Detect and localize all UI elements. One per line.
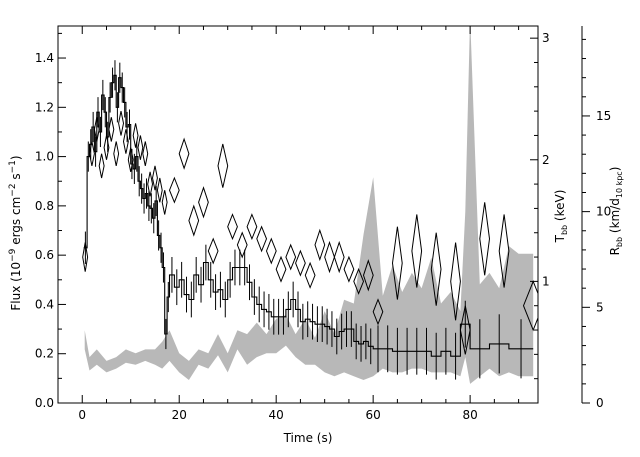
y-temp-tick-label: 1 <box>542 274 550 288</box>
y-left-tick-label: 0.2 <box>35 347 54 361</box>
temperature-diamond <box>353 267 365 295</box>
y-temp-title-end: (keV) <box>553 190 567 225</box>
temperature-diamond <box>479 202 491 276</box>
y-radius-tick-label: 10 <box>596 205 611 219</box>
temperature-diamond <box>236 231 248 259</box>
plot-frame <box>57 25 539 404</box>
temperature-diamond <box>246 213 258 241</box>
temperature-diamond <box>285 243 297 271</box>
temperature-diamond <box>122 129 129 154</box>
y-radius-title-end: ) <box>608 167 622 172</box>
y-left-title-sup2: −2 <box>8 183 18 196</box>
temperature-diamond <box>113 141 120 166</box>
temperature-diamond <box>142 141 149 167</box>
temperature-diamond <box>304 261 316 289</box>
temperature-diamond <box>198 186 209 219</box>
temperature-diamond <box>147 171 154 197</box>
temperature-diamond <box>178 137 190 170</box>
temperature-diamond <box>207 237 219 265</box>
temperature-diamond <box>188 204 200 237</box>
temperature-diamond <box>227 213 238 241</box>
temperature-diamond <box>156 177 163 203</box>
temperature-diamond <box>108 117 115 142</box>
temperature-diamond <box>391 226 403 300</box>
temperature-diamond <box>151 165 158 191</box>
temperature-diamond <box>275 255 287 283</box>
radius-band-area <box>84 26 534 384</box>
y-axis-left-title: Flux (10−9 ergs cm−2 s−1) <box>8 155 23 310</box>
y-radius-tick-label: 5 <box>596 300 604 314</box>
temperature-diamond <box>137 135 144 160</box>
y-left-title-mid2: s <box>9 173 23 183</box>
y-left-title-sup1: −9 <box>8 248 18 262</box>
y-left-tick-label: 1.4 <box>35 51 54 65</box>
y-left-tick-label: 1.0 <box>35 150 54 164</box>
temperature-diamond <box>256 225 268 253</box>
temperature-diamond <box>265 237 277 265</box>
y-left-title-end: ) <box>9 155 23 160</box>
y-left-tick-label: 0.0 <box>35 396 54 410</box>
radius-band-layer <box>84 26 534 384</box>
y-left-tick-label: 0.8 <box>35 199 54 213</box>
temperature-diamond <box>450 242 461 321</box>
x-tick-label: 40 <box>269 408 284 422</box>
temperature-diamond <box>498 214 510 288</box>
temperature-diamond <box>333 240 345 274</box>
temperature-diamond <box>103 135 110 160</box>
x-axis-title: Time (s) <box>283 431 333 445</box>
temperature-diamond <box>314 228 326 262</box>
x-tick-label: 0 <box>78 408 86 422</box>
temperature-diamond <box>372 298 384 326</box>
temperature-diamond <box>88 141 95 167</box>
x-tick-label: 20 <box>172 408 187 422</box>
temperature-diamond <box>430 232 442 306</box>
temperature-diamond <box>82 242 89 272</box>
temperature-diamond <box>217 143 229 188</box>
temperature-diamond <box>295 249 306 277</box>
temperature-diamond <box>168 176 180 204</box>
y-left-tick-label: 0.4 <box>35 297 54 311</box>
y-axis-radius-title: Rbb (km/d10 kpc) <box>608 167 624 256</box>
y-temp-title-main: T <box>553 234 567 243</box>
x-tick-label: 80 <box>462 408 477 422</box>
temperature-diamond <box>118 110 125 136</box>
y-radius-title-mid: (km/d <box>608 198 622 237</box>
y-radius-title-main: R <box>608 247 622 255</box>
y-radius-title-sub2: 10 kpc <box>615 171 624 198</box>
y-radius-title-sub: bb <box>615 237 624 247</box>
temperature-diamond-layer <box>82 110 538 355</box>
x-tick-label: 60 <box>366 408 381 422</box>
temperature-diamond <box>127 147 134 173</box>
y-temp-tick-label: 2 <box>542 153 550 167</box>
temperature-diamond <box>93 117 100 142</box>
temperature-diamond <box>324 240 335 274</box>
temperature-diamond <box>343 255 355 283</box>
y-left-tick-label: 1.2 <box>35 100 54 114</box>
y-left-title-sup3: −1 <box>8 160 18 173</box>
temperature-diamond <box>522 280 538 332</box>
y-axis-temperature-title: Tbb (keV) <box>553 190 569 244</box>
y-radius-tick-label: 15 <box>596 109 611 123</box>
y-left-title-mid: ergs cm <box>9 197 23 249</box>
y-radius-tick-label: 0 <box>596 396 604 410</box>
y-temp-title-sub: bb <box>560 225 569 235</box>
temperature-diamond <box>459 305 471 355</box>
flux-histogram-layer <box>83 60 534 380</box>
y-left-tick-label: 0.6 <box>35 248 54 262</box>
y-left-title-main: Flux (10 <box>9 262 23 311</box>
temperature-diamond <box>98 153 105 179</box>
temperature-diamond <box>411 214 423 288</box>
temperature-diamond <box>132 123 139 148</box>
temperature-diamond <box>362 259 374 292</box>
axes-layer: 0 20 40 60 80 0.0 0.2 0.4 0.6 0.8 1.0 1.2 1.4 1 2 3 0 5 10… <box>35 25 611 422</box>
y-temp-tick-label: 3 <box>542 31 550 45</box>
temperature-diamond <box>161 190 168 215</box>
